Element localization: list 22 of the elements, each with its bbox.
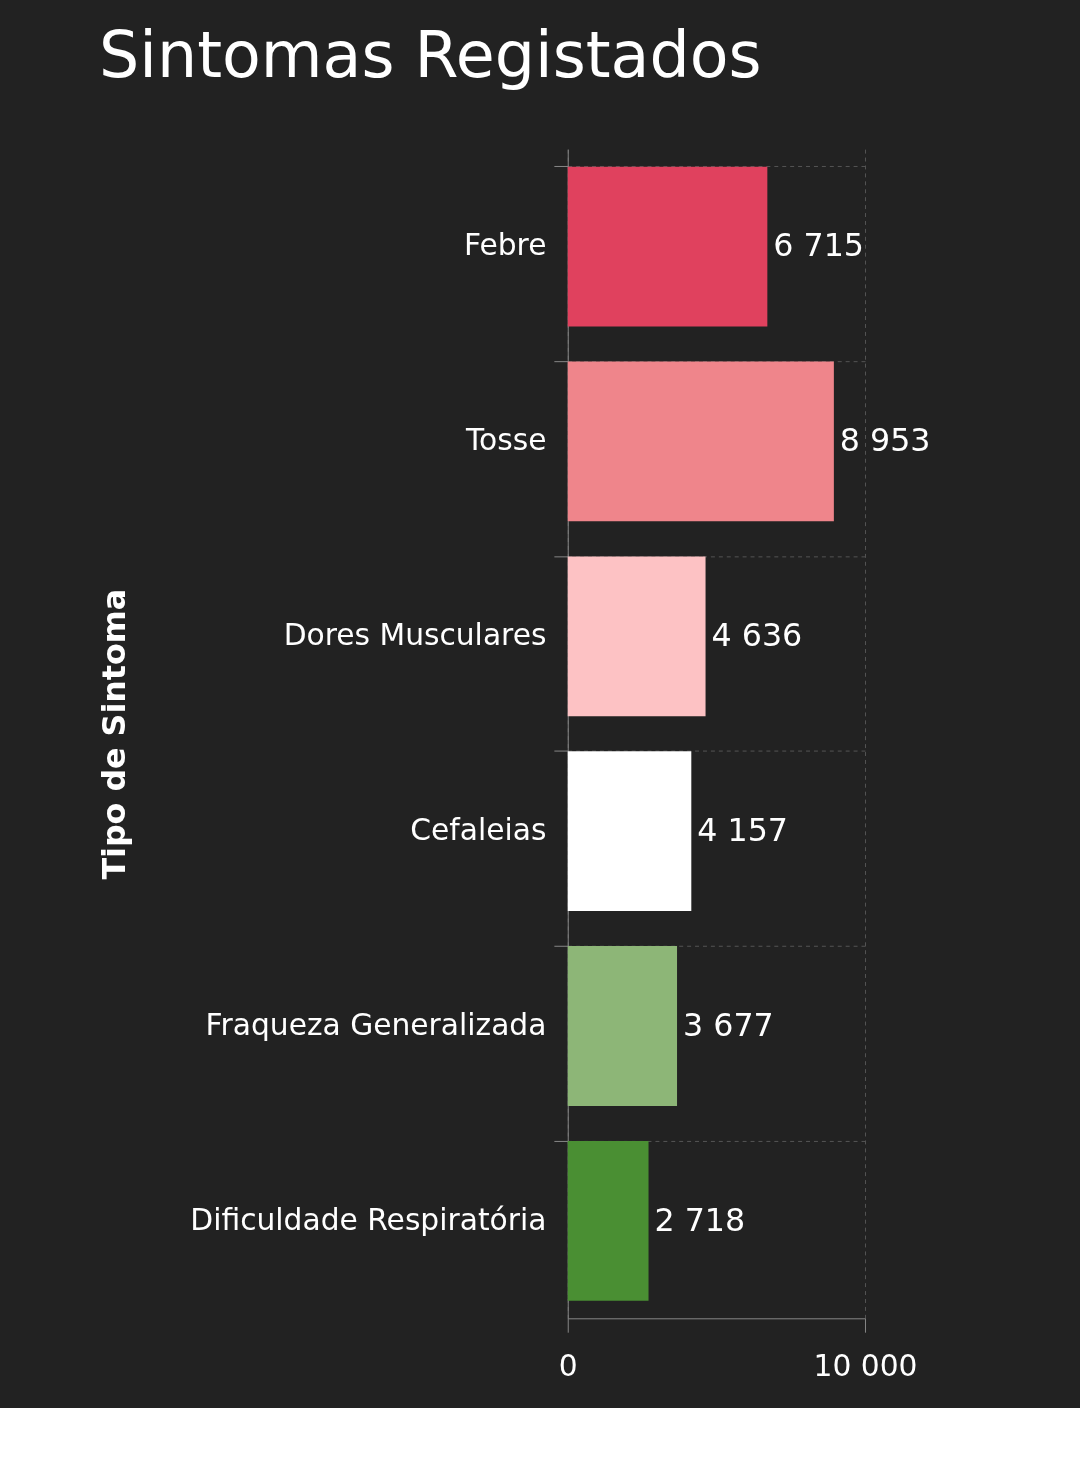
- data-label: 8 953: [839, 422, 931, 459]
- y-tick-label: Fraqueza Generalizada: [205, 1006, 547, 1042]
- y-tick-label: Tosse: [464, 422, 547, 458]
- bar: [567, 751, 692, 912]
- y-tick-label: Dificuldade Respiratória: [190, 1201, 547, 1237]
- x-tick-label: 0: [558, 1348, 578, 1384]
- bar: [567, 556, 706, 717]
- bar: [567, 166, 768, 327]
- data-label: 4 636: [711, 617, 803, 654]
- y-tick-label: Dores Musculares: [283, 617, 547, 653]
- data-label: 6 715: [773, 227, 865, 264]
- y-tick-label: Cefaleias: [410, 812, 547, 848]
- chart-title: Sintomas Registados: [99, 17, 762, 92]
- bar: [567, 1140, 649, 1301]
- bar: [567, 361, 834, 522]
- data-label: 4 157: [697, 812, 788, 849]
- x-tick-label: 10 000: [813, 1348, 918, 1384]
- y-tick-label: Febre: [463, 227, 547, 263]
- data-label: 3 677: [682, 1006, 774, 1043]
- data-label: 2 718: [654, 1201, 746, 1238]
- bar: [567, 946, 678, 1106]
- y-axis-title: Tipo de Sintoma: [96, 588, 133, 880]
